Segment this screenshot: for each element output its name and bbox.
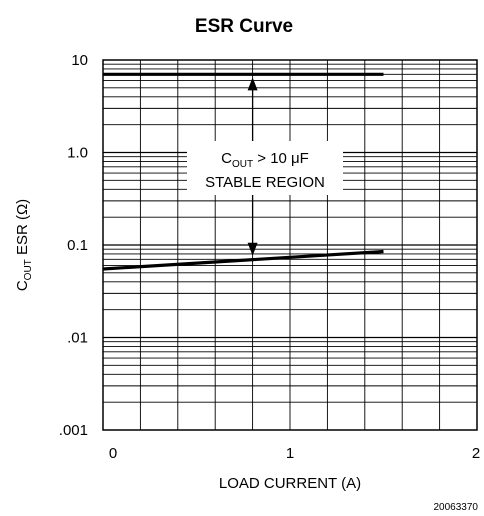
figure-code: 20063370 [434,502,479,513]
y-tick-label: 1.0 [67,145,88,162]
y-axis-label-out-subscript: OUT [23,259,34,280]
annotation-capacitance: COUT > 10 μF [221,150,309,170]
annotation-layer: COUT > 10 μF STABLE REGION [187,77,343,256]
x-tick-label: 0 [109,445,117,462]
y-tick-labels: 10 1.0 0.1 .01 .001 [59,52,88,439]
y-tick-label: .01 [67,330,88,347]
y-tick-label: 10 [71,52,88,69]
annotation-stable-region: STABLE REGION [205,174,325,191]
y-axis-label: COUT ESR (Ω) [14,199,34,291]
upper-arrow-head [247,77,258,91]
annotation-c: C [221,150,232,167]
plot-frame [102,59,478,431]
series-layer [102,72,384,271]
x-tick-label: 2 [472,445,480,462]
chart-title: ESR Curve [195,16,293,37]
x-tick-label: 1 [286,445,294,462]
lower-arrow-head [247,242,258,256]
esr-boundary-line-2 [102,249,384,271]
annotation-value: > 10 μF [253,150,309,167]
annotation-background [187,141,343,195]
y-tick-label: .001 [59,422,88,439]
annotation-out-subscript: OUT [232,159,253,170]
grid-lines [103,60,477,430]
y-tick-label: 0.1 [67,237,88,254]
x-axis-label: LOAD CURRENT (A) [219,475,361,492]
y-axis-label-rest: ESR (Ω) [14,199,31,259]
y-axis-label-c: C [14,280,31,291]
x-tick-labels: 0 1 2 [109,445,480,462]
